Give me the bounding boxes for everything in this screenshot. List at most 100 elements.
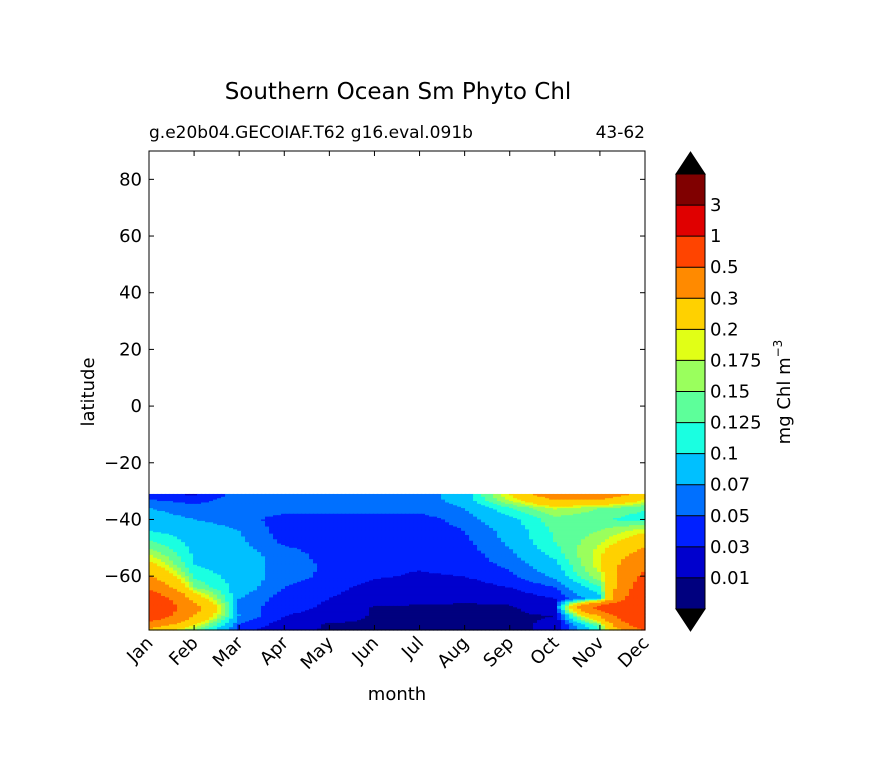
contour-cell [201,522,206,525]
contour-cell [549,543,554,546]
contour-cell [397,496,402,499]
contour-cell [633,542,638,545]
chart-title: Southern Ocean Sm Phyto Chl [225,79,572,105]
contour-cell [465,526,470,529]
contour-cell [233,539,238,542]
contour-cell [469,536,474,539]
contour-cell [201,530,206,533]
contour-cell [501,495,506,498]
contour-cell [353,540,358,543]
contour-cell [557,542,562,545]
contour-cell [521,540,526,543]
contour-cell [401,505,406,508]
contour-cell [377,523,382,526]
contour-cell [513,526,518,529]
contour-cell [397,539,402,542]
contour-cell [177,533,182,536]
contour-cell [349,496,354,499]
contour-cell [293,515,298,518]
contour-cell [149,546,154,549]
contour-cell [349,515,354,518]
contour-cell [221,498,226,501]
contour-cell [153,499,158,502]
contour-cell [217,536,222,539]
contour-cell [301,498,306,501]
contour-cell [201,508,206,511]
contour-field [149,493,646,631]
contour-cell [609,518,614,521]
contour-cell [189,547,194,550]
contour-cell [461,529,466,532]
contour-cell [309,499,314,502]
contour-cell [617,513,622,516]
contour-cell [437,506,442,509]
contour-cell [373,542,378,545]
contour-cell [393,529,398,532]
contour-cell [341,546,346,549]
contour-cell [633,518,638,521]
contour-cell [181,549,186,552]
contour-cell [237,499,242,502]
contour-cell [569,509,574,512]
contour-cell [445,544,450,547]
contour-cell [557,512,562,515]
contour-cell [405,544,410,547]
contour-cell [329,506,334,509]
contour-cell [617,501,622,504]
contour-cell [245,527,250,530]
contour-cell [505,522,510,525]
contour-cell [433,518,438,521]
contour-cell [241,508,246,511]
contour-cell [329,547,334,550]
contour-cell [293,533,298,536]
contour-cell [329,510,334,513]
contour-cell [469,535,474,538]
contour-cell [641,532,646,535]
contour-cell [457,539,462,542]
contour-cell [245,498,250,501]
contour-cell [205,498,210,501]
contour-cell [201,510,206,513]
contour-cell [221,530,226,533]
contour-cell [553,537,558,540]
contour-cell [337,505,342,508]
contour-cell [445,512,450,515]
contour-cell [185,501,190,504]
contour-cell [157,501,162,504]
contour-cell [293,506,298,509]
contour-cell [217,525,222,528]
contour-cell [241,502,246,505]
contour-cell [225,547,230,550]
contour-cell [437,523,442,526]
contour-cell [325,508,330,511]
contour-cell [469,526,474,529]
contour-cell [449,533,454,536]
contour-cell [633,526,638,529]
contour-cell [417,525,422,528]
contour-cell [417,530,422,533]
contour-cell [341,498,346,501]
contour-cell [621,502,626,505]
contour-cell [545,499,550,502]
contour-cell [581,546,586,549]
contour-cell [429,537,434,540]
contour-cell [489,509,494,512]
contour-cell [245,523,250,526]
contour-cell [373,535,378,538]
contour-cell [533,543,538,546]
contour-cell [333,516,338,519]
contour-cell [257,509,262,512]
contour-cell [209,527,214,530]
contour-cell [601,495,606,498]
contour-cell [493,539,498,542]
contour-cell [577,540,582,543]
contour-cell [453,498,458,501]
contour-cell [373,505,378,508]
contour-cell [621,546,626,549]
contour-cell [605,532,610,535]
contour-cell [277,533,282,536]
contour-cell [517,496,522,499]
contour-cell [469,508,474,511]
contour-cell [537,519,542,522]
contour-cell [633,493,638,496]
